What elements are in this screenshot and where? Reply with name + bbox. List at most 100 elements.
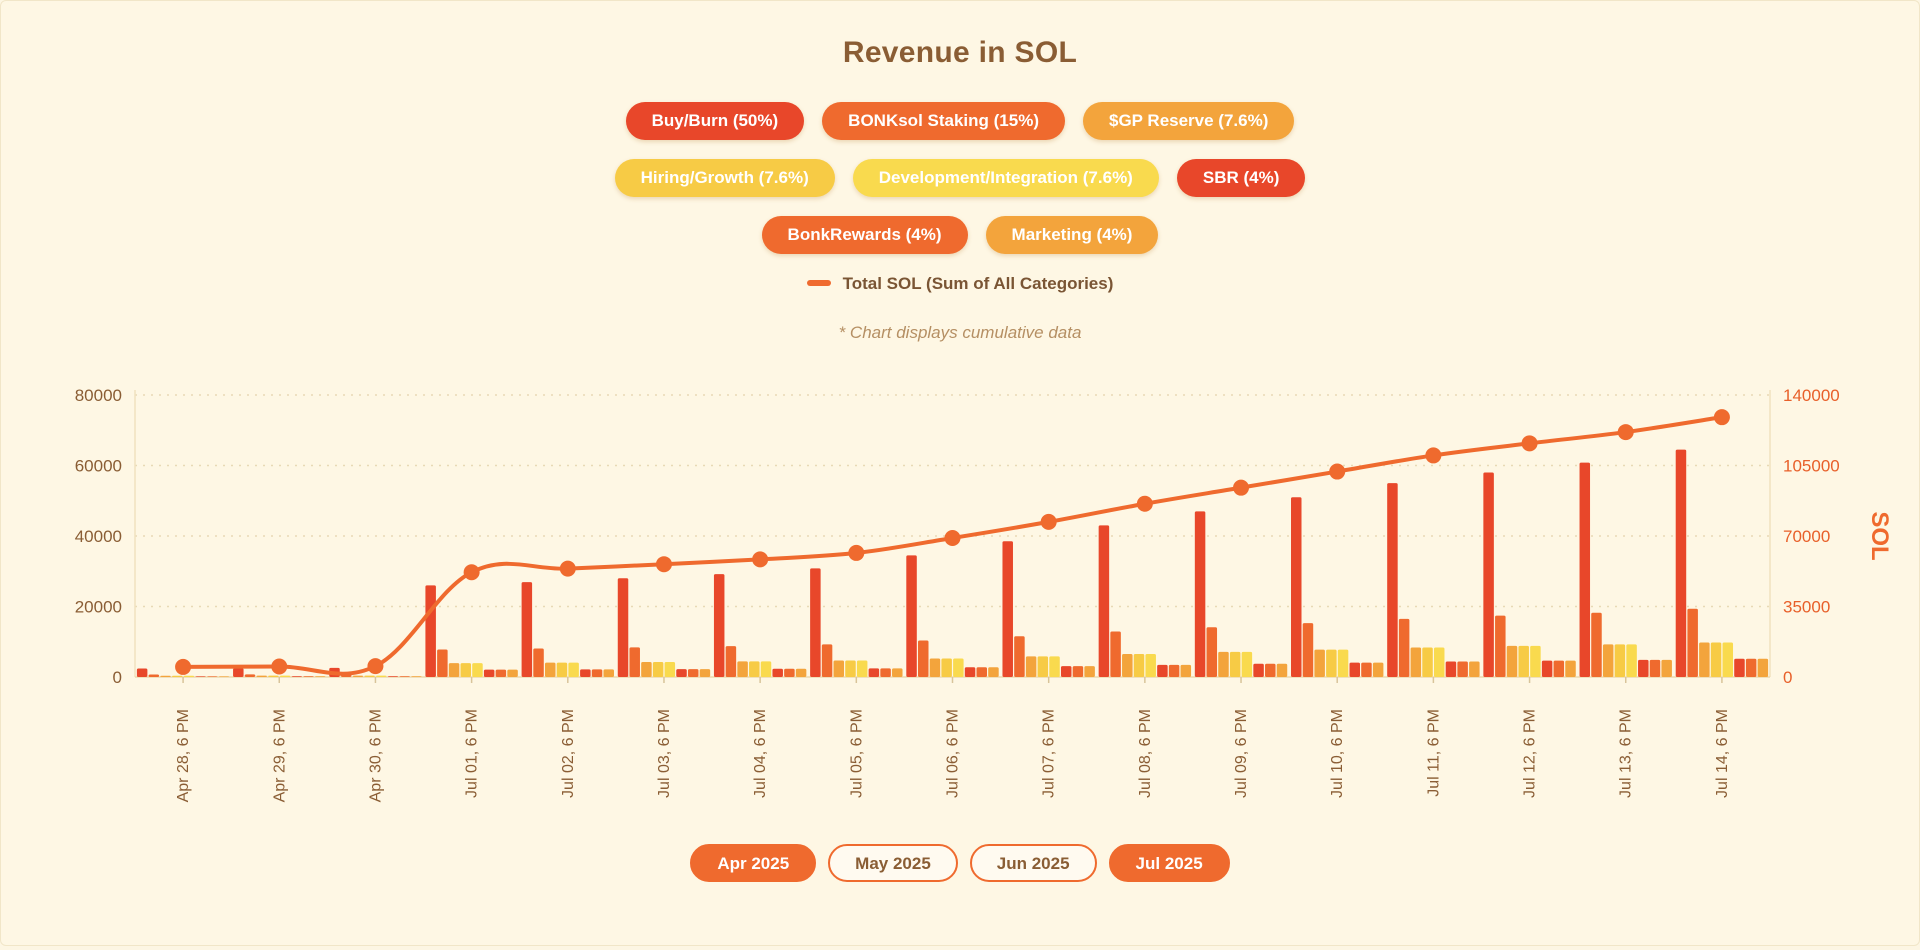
bar [1265,663,1276,677]
bar [1326,649,1337,677]
bar [1049,656,1060,677]
bar [136,668,148,677]
bar [1241,651,1253,677]
bar [988,667,999,677]
x-tick-label: Jul 11, 6 PM [1425,709,1442,797]
legend-item[interactable]: Marketing (4%) [985,216,1159,254]
legend-item[interactable]: $GP Reserve (7.6%) [1082,102,1295,140]
bar [268,675,279,677]
legend-item[interactable]: Development/Integration (7.6%) [852,159,1159,197]
legend-item[interactable]: Hiring/Growth (7.6%) [614,159,835,197]
total-legend-label: Total SOL (Sum of All Categories) [842,274,1114,293]
x-tick-label: Jul 05, 6 PM [848,709,865,798]
month-button[interactable]: May 2025 [828,844,958,882]
bar [1457,661,1468,677]
total-point [559,560,576,577]
revenue-chart: 0 20000 40000 60000 80000 0 35000 70000 105000 14… [75,386,1893,802]
bar [521,582,533,677]
bar [460,663,472,677]
bar [953,658,964,677]
bar [964,667,976,677]
bar [1398,618,1410,677]
bar [845,660,856,677]
total-point [463,564,480,581]
bar [195,676,206,677]
bar [1745,658,1757,677]
bar [1314,649,1325,677]
bar [892,668,903,677]
bar [495,669,507,677]
bar [760,661,772,677]
bar [1710,642,1722,677]
legend-item[interactable]: BONKsol Staking (15%) [822,102,1065,140]
bar [591,669,603,677]
bar [868,668,880,677]
bar [568,662,579,677]
bar [1734,658,1745,677]
bar [713,574,725,677]
total-point [655,556,672,573]
bar [1229,651,1241,677]
total-line [183,415,1723,676]
bar [580,669,591,677]
total-point [367,658,384,675]
bar [218,676,230,677]
bar [1506,645,1518,677]
bar [1157,664,1168,677]
bar [148,674,160,677]
bar [1133,653,1145,677]
cumulative-note: * Chart displays cumulative data [838,323,1082,342]
total-point [1617,424,1634,441]
bar [1302,623,1314,677]
total-point [752,551,769,568]
x-tick-label: Jul 10, 6 PM [1329,709,1346,798]
bar [856,660,868,677]
month-button[interactable]: Jun 2025 [969,844,1097,882]
month-button[interactable]: Jul 2025 [1108,844,1230,882]
x-tick-label: Jul 08, 6 PM [1137,709,1154,798]
bar [171,675,183,677]
bar [1638,659,1649,677]
bar [1110,631,1121,677]
bar [1349,662,1361,677]
bar [1145,653,1156,677]
y-right-axis-label: SOL [1866,511,1893,560]
legend-item[interactable]: BonkRewards (4%) [761,216,968,254]
legend-item[interactable]: SBR (4%) [1176,159,1306,197]
legend-item[interactable]: Buy/Burn (50%) [625,102,805,140]
bar [1291,497,1302,677]
bar [1602,644,1614,677]
bar [411,676,422,677]
total-legend-item[interactable]: Total SOL (Sum of All Categories) [0,274,1920,294]
month-button[interactable]: Apr 2025 [690,844,817,882]
x-tick-label: Jul 04, 6 PM [752,709,769,798]
bar [425,585,436,677]
bar [880,668,891,677]
legend-row: BonkRewards (4%) Marketing (4%) [0,216,1920,254]
bar [233,668,244,677]
bar [941,658,952,677]
x-tick-label: Jul 09, 6 PM [1233,709,1250,798]
total-point [1040,513,1057,530]
bar [1483,472,1494,677]
bar [1445,661,1457,677]
total-point [271,658,288,675]
y-right-tick-label: 70000 [1783,527,1830,546]
bar [1626,644,1637,677]
legend-row: Buy/Burn (50%) BONKsol Staking (15%) $GP R… [0,102,1920,140]
y-left-tick-label: 80000 [75,386,122,405]
bar [617,578,629,677]
bar [1206,627,1218,677]
bar [544,662,556,677]
bar [1072,666,1084,677]
total-point [1329,463,1346,480]
bar [929,658,941,677]
bar [483,669,495,677]
bar [291,676,303,677]
bar [1194,511,1206,677]
bar [244,674,256,677]
bar [1060,666,1072,677]
bar [507,669,518,677]
bar [1002,541,1013,677]
